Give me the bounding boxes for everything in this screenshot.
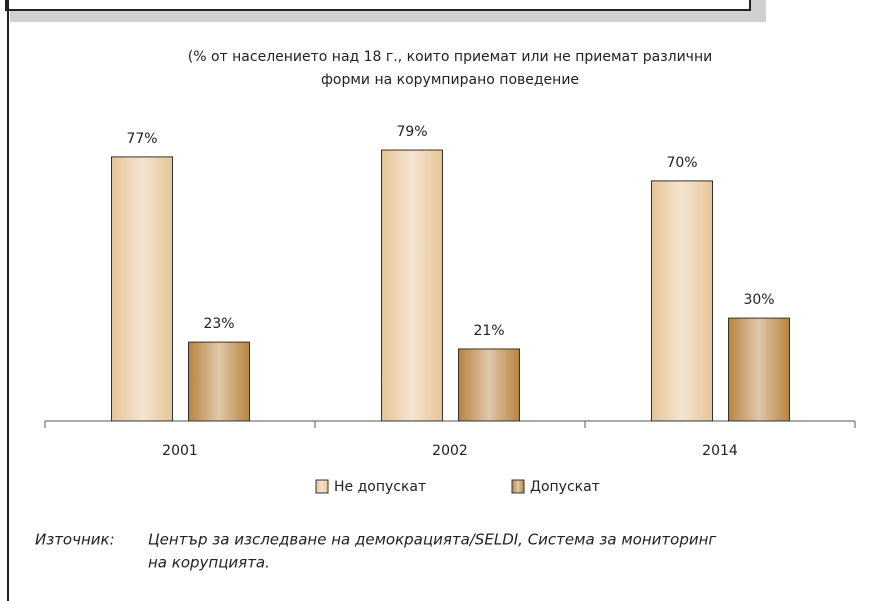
- value-label: 70%: [666, 155, 697, 171]
- subtitle: (% от населението над 18 г., които прием…: [188, 49, 712, 65]
- value-label: 21%: [473, 323, 504, 339]
- bar: [728, 317, 790, 422]
- legend-label: Не допускат: [334, 479, 426, 495]
- frame-top: [5, 0, 751, 11]
- subtitle: форми на корумпирано поведение: [321, 72, 579, 88]
- bar: [188, 341, 250, 422]
- source: Център за изследване на демокрацията/SEL…: [148, 531, 716, 549]
- legend-swatch: [315, 479, 329, 494]
- bar: [458, 348, 520, 422]
- value-label: 79%: [396, 124, 427, 140]
- x-tick-label: 2014: [702, 443, 738, 459]
- x-tick-label: 2001: [162, 443, 198, 459]
- bar: [651, 180, 713, 422]
- source-label: Източник:: [35, 531, 115, 549]
- x-tick-label: 2002: [432, 443, 468, 459]
- legend-swatch: [511, 479, 525, 494]
- legend-label: Допускат: [530, 479, 600, 495]
- bar: [381, 149, 443, 422]
- source: на корупцията.: [148, 554, 270, 572]
- bar: [111, 156, 173, 422]
- value-label: 77%: [126, 131, 157, 147]
- value-label: 30%: [743, 292, 774, 308]
- value-label: 23%: [203, 316, 234, 332]
